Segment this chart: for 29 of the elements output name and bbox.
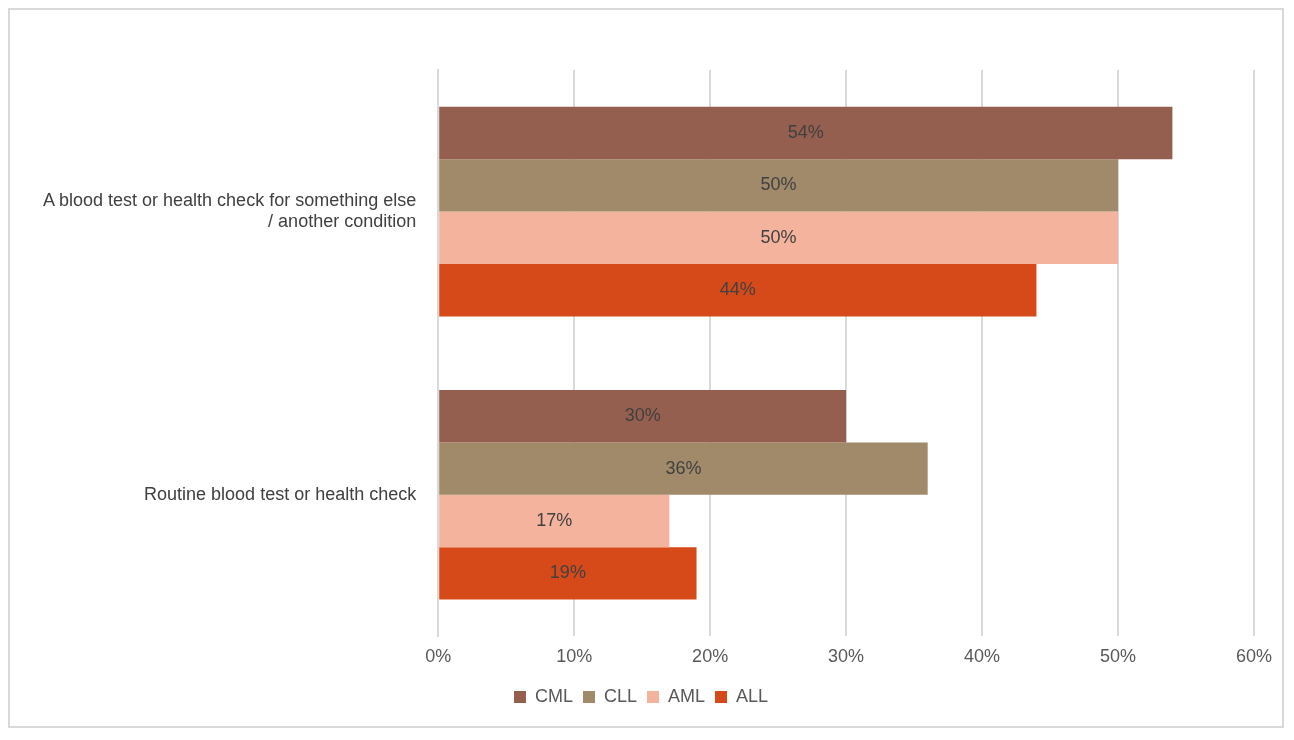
data-label: 44% xyxy=(719,279,756,300)
bar xyxy=(439,106,1173,160)
legend-label: ALL xyxy=(736,685,769,706)
x-tick-label: 60% xyxy=(1235,646,1272,667)
bar xyxy=(439,547,697,600)
data-label: 30% xyxy=(624,405,661,426)
data-label: 50% xyxy=(760,226,797,247)
legend-label: AML xyxy=(667,685,706,706)
x-tick-label: 0% xyxy=(425,646,452,667)
x-tick-label: 40% xyxy=(964,646,1001,667)
data-label: 54% xyxy=(787,121,824,142)
x-tick-label: 10% xyxy=(556,646,593,667)
legend-label: CLL xyxy=(603,685,637,706)
bar xyxy=(439,390,847,443)
legend-label: CML xyxy=(534,685,573,706)
bar xyxy=(439,159,1119,212)
data-label: 50% xyxy=(760,174,797,195)
x-tick-label: 20% xyxy=(692,646,729,667)
y-tick-label: Routine blood test or health check xyxy=(144,483,418,504)
x-tick-label: 30% xyxy=(828,646,865,667)
x-tick-label: 50% xyxy=(1100,646,1137,667)
data-label: 19% xyxy=(549,562,586,583)
bar xyxy=(439,494,670,548)
bar xyxy=(439,442,928,495)
bar xyxy=(439,211,1119,264)
data-label: 17% xyxy=(536,509,573,530)
bar xyxy=(439,263,1037,317)
y-tick-label: A blood test or health check for something else / another condition xyxy=(42,189,417,232)
data-label: 36% xyxy=(665,457,702,478)
